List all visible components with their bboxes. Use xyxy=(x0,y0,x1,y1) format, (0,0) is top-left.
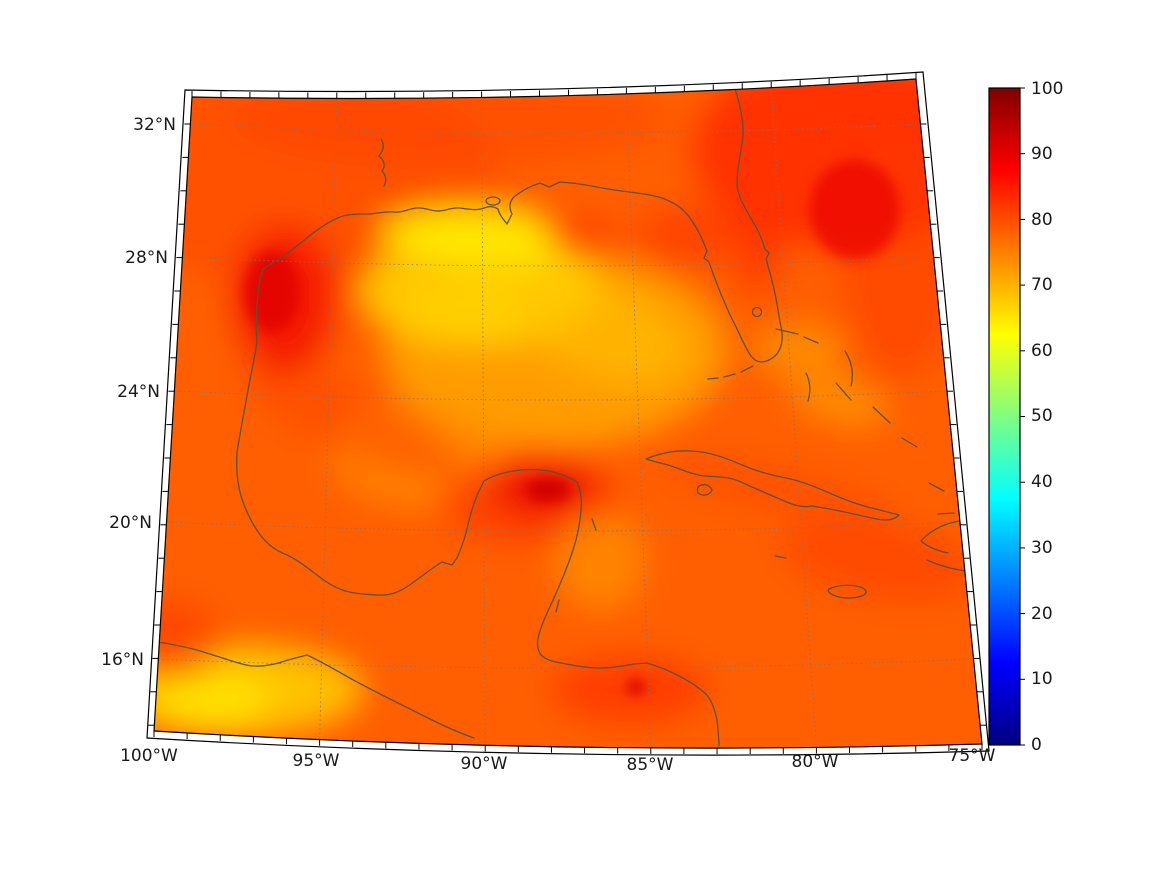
heat-blobs xyxy=(154,79,982,749)
lat-tick-label-32n: 32°N xyxy=(133,115,176,135)
map-boundary xyxy=(153,78,983,749)
colorbar-label-80: 80 xyxy=(1031,210,1053,230)
lat-tick-label-20n: 20°N xyxy=(109,513,152,533)
colorbar-label-30: 30 xyxy=(1031,538,1053,558)
heat-blob xyxy=(755,325,845,375)
isle-of-youth xyxy=(696,483,713,496)
colorbar-label-100: 100 xyxy=(1031,79,1063,99)
lon-tick-label-80w: 80°W xyxy=(792,752,839,772)
lon-tick-label-90w: 90°W xyxy=(461,754,508,774)
lon-tick-label-75w: 75°W xyxy=(949,746,996,766)
colorbar-label-20: 20 xyxy=(1031,604,1053,624)
lat-tick-label-24n: 24°N xyxy=(117,382,160,402)
colorbar-label-0: 0 xyxy=(1031,735,1042,755)
colorbar-label-50: 50 xyxy=(1031,406,1053,426)
heat-blob xyxy=(662,455,898,525)
cayman-islands xyxy=(774,555,787,559)
hotspot-honduras xyxy=(626,679,646,695)
gridlines xyxy=(158,87,974,748)
colorbar-label-70: 70 xyxy=(1031,275,1053,295)
heat-blob xyxy=(781,516,979,604)
colorbar-ticks xyxy=(1020,87,1025,746)
heat-blob xyxy=(514,277,686,383)
lon-tick-label-100w: 100°W xyxy=(120,746,178,766)
belize-cays xyxy=(555,599,560,613)
coastlines xyxy=(154,87,982,747)
gridline-28n xyxy=(182,256,934,267)
heat-blob xyxy=(550,215,620,255)
hotspot-northeast xyxy=(810,160,900,260)
heat-field xyxy=(154,79,982,749)
gridline-85w xyxy=(625,93,652,748)
heat-blob xyxy=(230,79,670,165)
gridline-20n xyxy=(166,521,961,532)
lon-tick-label-85w: 85°W xyxy=(627,755,674,775)
map-outer-frame xyxy=(146,71,990,756)
heat-blob xyxy=(736,120,794,300)
cozumel xyxy=(591,518,597,531)
heat-blob xyxy=(154,675,270,725)
lat-tick-label-16n: 16°N xyxy=(101,650,144,670)
coastline-mississippi-river xyxy=(378,138,387,187)
gridline-95w xyxy=(319,98,338,740)
colorbar: 100 90 80 70 60 50 40 30 20 10 0 xyxy=(988,79,1063,755)
heat-blob xyxy=(480,227,560,263)
lake-okeechobee xyxy=(751,306,763,318)
colorbar-gradient xyxy=(989,88,1020,745)
lon-tick-label-95w: 95°W xyxy=(293,751,340,771)
bahamas xyxy=(775,328,945,492)
coastline-cuba xyxy=(645,450,900,521)
colorbar-label-90: 90 xyxy=(1031,144,1053,164)
coastline-pacific xyxy=(154,640,475,739)
heat-blob xyxy=(240,360,460,480)
heat-blob xyxy=(791,375,889,425)
colorbar-label-60: 60 xyxy=(1031,341,1053,361)
coastline-mainland xyxy=(235,87,783,747)
colorbar-label-40: 40 xyxy=(1031,472,1053,492)
hotspot-west-gulf xyxy=(244,252,300,332)
heat-blob xyxy=(635,205,745,265)
axis-ticks xyxy=(148,73,987,755)
heat-hotspots xyxy=(244,160,900,695)
hotspot-campeche xyxy=(526,478,570,502)
heat-blob xyxy=(154,600,220,680)
coastline-jamaica xyxy=(827,584,867,599)
gridline-24n xyxy=(174,390,948,401)
heat-blob xyxy=(555,510,645,610)
colorbar-label-10: 10 xyxy=(1031,669,1053,689)
lat-tick-label-28n: 28°N xyxy=(125,248,168,268)
gridline-32n xyxy=(190,123,921,134)
florida-keys xyxy=(707,365,754,380)
lake-pontchartrain xyxy=(485,196,501,206)
